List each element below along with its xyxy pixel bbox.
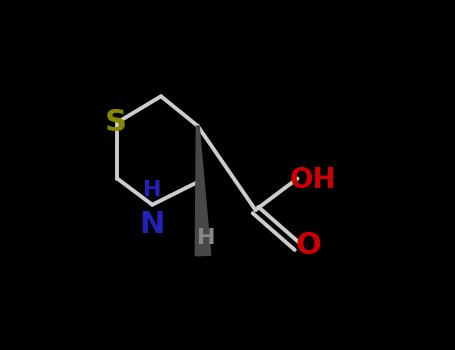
- Text: H: H: [143, 180, 162, 200]
- Text: N: N: [140, 210, 165, 239]
- Text: O: O: [295, 231, 321, 259]
- Text: S: S: [105, 108, 126, 137]
- Text: OH: OH: [290, 166, 337, 194]
- Polygon shape: [195, 126, 211, 256]
- Text: H: H: [197, 229, 216, 248]
